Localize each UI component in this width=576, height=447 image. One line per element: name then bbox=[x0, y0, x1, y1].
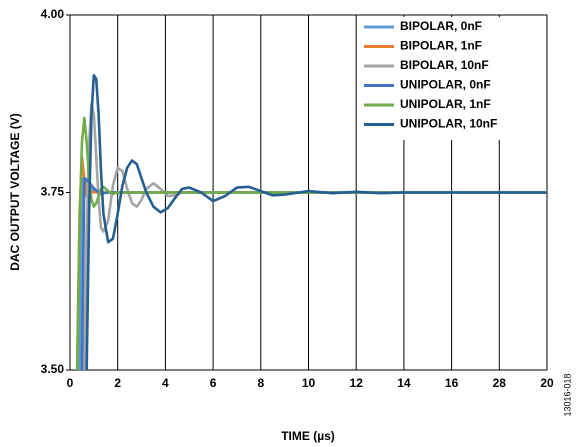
x-tick-label: 16 bbox=[445, 376, 459, 390]
x-tick-label: 2 bbox=[114, 376, 121, 390]
legend-label: UNIPOLAR, 10nF bbox=[400, 117, 497, 131]
legend-label: BIPOLAR, 1nF bbox=[400, 39, 482, 53]
series-line bbox=[75, 116, 547, 370]
series-line bbox=[78, 177, 547, 370]
x-tick-label: 0 bbox=[67, 376, 74, 390]
legend-label: BIPOLAR, 10nF bbox=[400, 58, 489, 72]
legend-label: BIPOLAR, 0nF bbox=[400, 19, 482, 33]
series-group bbox=[75, 74, 547, 370]
series-line bbox=[83, 102, 547, 370]
x-tick-label: 6 bbox=[210, 376, 217, 390]
x-axis-label: TIME (µs) bbox=[281, 429, 335, 443]
x-tick-label: 20 bbox=[540, 376, 554, 390]
y-tick-label: 3.75 bbox=[41, 185, 65, 199]
x-tick-label: 14 bbox=[397, 376, 411, 390]
x-tick-label: 28 bbox=[493, 376, 507, 390]
x-tick-label: 12 bbox=[350, 376, 364, 390]
series-line bbox=[85, 74, 547, 370]
x-tick-label: 4 bbox=[162, 376, 169, 390]
y-tick-label: 3.50 bbox=[41, 362, 65, 376]
y-tick-label: 4.00 bbox=[41, 7, 65, 21]
x-tick-label: 8 bbox=[257, 376, 264, 390]
legend-label: UNIPOLAR, 0nF bbox=[400, 78, 491, 92]
figure-id: 13016-018 bbox=[562, 373, 572, 416]
x-tick-label: 10 bbox=[302, 376, 316, 390]
legend-box bbox=[358, 17, 545, 140]
series-line bbox=[80, 177, 547, 370]
legend-label: UNIPOLAR, 1nF bbox=[400, 97, 491, 111]
y-axis-label: DAC OUTPUT VOLTAGE (V) bbox=[8, 113, 22, 271]
